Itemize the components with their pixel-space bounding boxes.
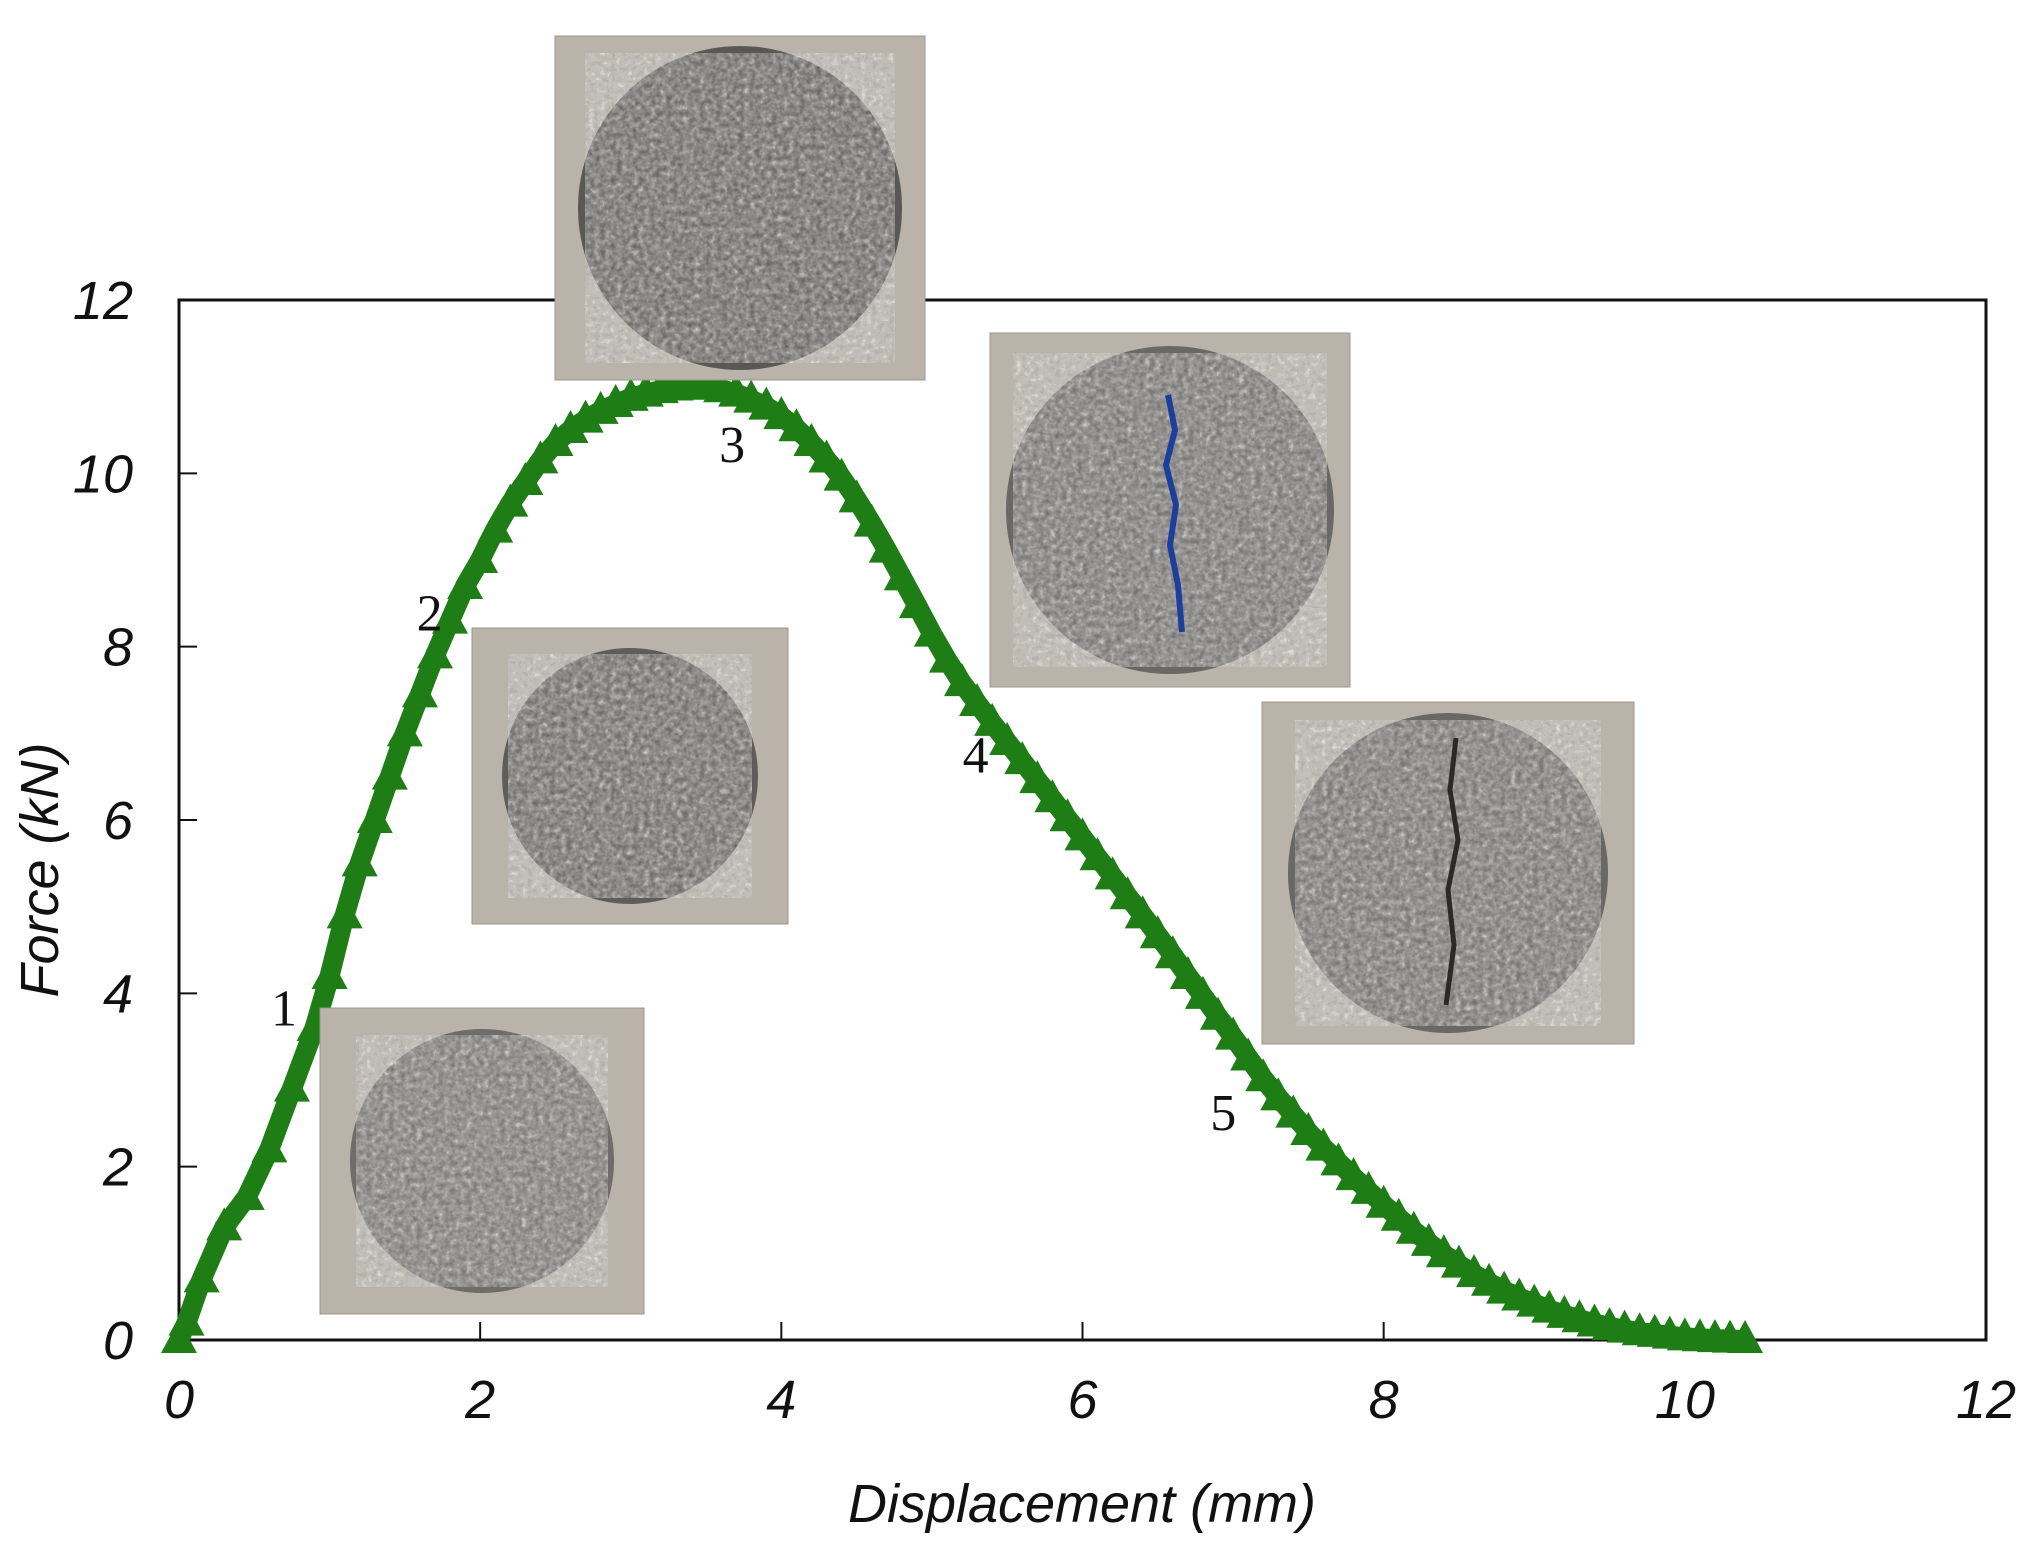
point-label-3: 3 [719, 417, 745, 474]
data-point-57 [1049, 798, 1086, 832]
data-point-48 [913, 613, 950, 647]
data-point-19 [477, 509, 514, 543]
data-point-5 [251, 1129, 288, 1163]
data-point-24 [552, 410, 589, 443]
data-point-11 [356, 800, 393, 833]
x-tick-label-5: 10 [1655, 1370, 1715, 1430]
point-label-4: 4 [963, 728, 989, 785]
specimen-photo-3 [554, 35, 926, 381]
data-point-20 [492, 483, 529, 517]
x-tick-label-1: 2 [464, 1370, 495, 1430]
data-point-49 [928, 639, 965, 673]
point-label-5: 5 [1210, 1085, 1236, 1142]
data-point-41 [808, 439, 845, 473]
data-point-12 [371, 756, 408, 790]
data-point-67 [1200, 996, 1237, 1030]
data-point-61 [1109, 876, 1146, 910]
data-point-47 [898, 585, 935, 619]
data-point-60 [1094, 856, 1131, 890]
data-point-73 [1290, 1112, 1327, 1145]
x-tick-label-2: 4 [766, 1370, 796, 1430]
data-point-14 [401, 674, 438, 708]
specimen-photo-1 [319, 1007, 645, 1315]
data-point-53 [989, 722, 1026, 755]
data-point-62 [1124, 895, 1161, 929]
data-point-42 [823, 457, 860, 491]
data-point-8 [311, 956, 348, 989]
data-point-75 [1320, 1142, 1357, 1176]
data-point-46 [883, 557, 920, 591]
data-point-65 [1169, 956, 1206, 989]
data-point-9 [326, 895, 363, 929]
data-point-39 [778, 408, 815, 442]
data-point-15 [416, 635, 453, 669]
data-point-52 [974, 702, 1011, 736]
data-point-71 [1260, 1077, 1297, 1111]
data-point-43 [838, 479, 875, 513]
data-point-21 [507, 462, 544, 495]
x-tick-label-3: 6 [1067, 1370, 1098, 1430]
data-point-22 [522, 440, 559, 474]
data-point-55 [1019, 760, 1056, 794]
y-tick-label-3: 6 [103, 791, 134, 851]
data-point-68 [1215, 1016, 1252, 1050]
data-point-1 [168, 1302, 205, 1336]
data-point-102 [1727, 1320, 1764, 1353]
data-point-3 [206, 1207, 243, 1241]
data-point-45 [868, 529, 905, 563]
x-tick-label-4: 8 [1369, 1370, 1399, 1430]
y-axis-title: Force (kN) [10, 743, 70, 998]
y-tick-label-5: 10 [73, 444, 133, 504]
point-labels: 1 2 3 4 5 [271, 417, 1236, 1142]
data-point-63 [1139, 915, 1176, 949]
y-tick-label-2: 4 [103, 964, 133, 1024]
point-label-1: 1 [271, 981, 297, 1038]
data-point-0 [161, 1320, 197, 1353]
x-axis-title: Displacement (mm) [848, 1474, 1316, 1534]
y-tick-label-4: 8 [103, 618, 133, 678]
data-point-70 [1245, 1058, 1282, 1092]
data-point-58 [1064, 817, 1101, 851]
x-tick-label-0: 0 [164, 1370, 194, 1430]
specimen-photo-2 [471, 627, 789, 925]
data-point-4 [228, 1177, 265, 1210]
x-axis-tick-labels: 0 2 4 6 8 10 12 [164, 1370, 2016, 1430]
specimen-photo-4 [989, 332, 1351, 688]
data-point-54 [1004, 741, 1041, 775]
data-point-74 [1305, 1127, 1342, 1161]
data-point-50 [944, 663, 981, 697]
y-tick-label-1: 2 [102, 1138, 133, 1198]
y-axis-ticks [179, 299, 197, 1341]
data-point-51 [959, 683, 996, 716]
y-axis-tick-labels: 0 2 4 6 8 10 12 [73, 271, 134, 1371]
specimen-photo-5 [1261, 701, 1635, 1045]
data-point-40 [793, 423, 830, 456]
data-point-72 [1275, 1094, 1312, 1128]
data-point-6 [273, 1068, 310, 1102]
data-point-59 [1079, 837, 1116, 871]
x-tick-label-6: 12 [1956, 1370, 2016, 1430]
data-point-77 [1350, 1170, 1387, 1204]
data-point-13 [386, 713, 423, 747]
data-point-44 [853, 503, 890, 537]
data-point-16 [432, 600, 469, 634]
data-point-76 [1335, 1157, 1372, 1191]
data-point-2 [183, 1259, 220, 1293]
data-point-25 [567, 399, 604, 433]
data-point-18 [462, 540, 499, 573]
point-label-2: 2 [417, 586, 443, 643]
data-point-66 [1184, 975, 1221, 1009]
series-force-displacement [161, 366, 1764, 1353]
data-point-64 [1154, 935, 1191, 969]
y-tick-label-0: 0 [103, 1311, 133, 1371]
data-point-69 [1230, 1037, 1267, 1071]
data-point-10 [341, 843, 378, 877]
y-tick-label-6: 12 [73, 271, 133, 331]
data-point-17 [447, 566, 484, 599]
data-point-56 [1034, 779, 1071, 813]
